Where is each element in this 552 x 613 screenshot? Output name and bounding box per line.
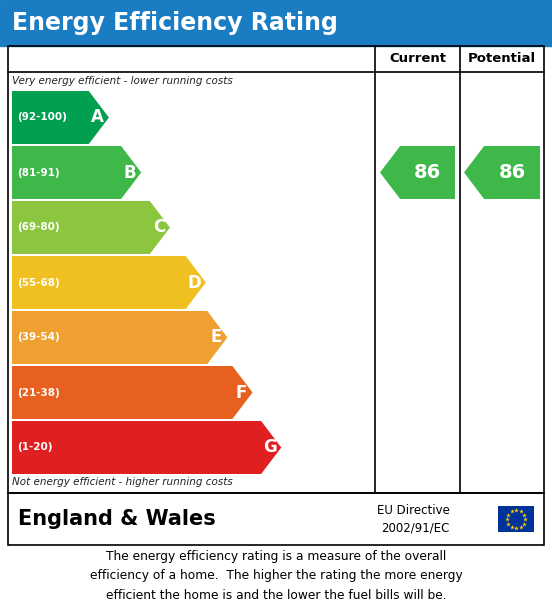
Text: (69-80): (69-80) [17,223,60,232]
Polygon shape [12,256,206,309]
Text: E: E [211,329,222,346]
Text: B: B [124,164,136,181]
Bar [8,46,544,493]
Text: C: C [153,218,165,237]
Polygon shape [12,311,227,364]
FancyBboxPatch shape [498,506,534,532]
Text: (55-68): (55-68) [17,278,60,287]
Text: (81-91): (81-91) [17,167,60,178]
Text: F: F [236,384,247,402]
Polygon shape [12,146,141,199]
Text: Current: Current [389,53,446,66]
Polygon shape [12,91,109,144]
Bar [0,0,552,46]
Polygon shape [464,146,540,199]
Polygon shape [12,421,282,474]
Text: England & Wales: England & Wales [18,509,216,529]
Polygon shape [12,201,170,254]
Text: 86: 86 [414,163,441,182]
Bar [9,493,543,544]
Text: 86: 86 [498,163,526,182]
Bar [8,493,544,545]
Text: Potential: Potential [468,53,536,66]
Text: Very energy efficient - lower running costs: Very energy efficient - lower running co… [12,76,233,86]
Text: D: D [188,273,201,292]
Polygon shape [12,366,252,419]
Text: (39-54): (39-54) [17,332,60,343]
Text: (1-20): (1-20) [17,443,52,452]
Text: EU Directive
2002/91/EC: EU Directive 2002/91/EC [377,503,450,535]
Text: Not energy efficient - higher running costs: Not energy efficient - higher running co… [12,477,233,487]
Text: A: A [92,109,104,126]
Text: The energy efficiency rating is a measure of the overall
efficiency of a home.  : The energy efficiency rating is a measur… [89,550,463,602]
Text: (92-100): (92-100) [17,113,67,123]
Text: Energy Efficiency Rating: Energy Efficiency Rating [12,11,338,35]
Text: G: G [263,438,277,457]
Text: (21-38): (21-38) [17,387,60,397]
Polygon shape [380,146,455,199]
